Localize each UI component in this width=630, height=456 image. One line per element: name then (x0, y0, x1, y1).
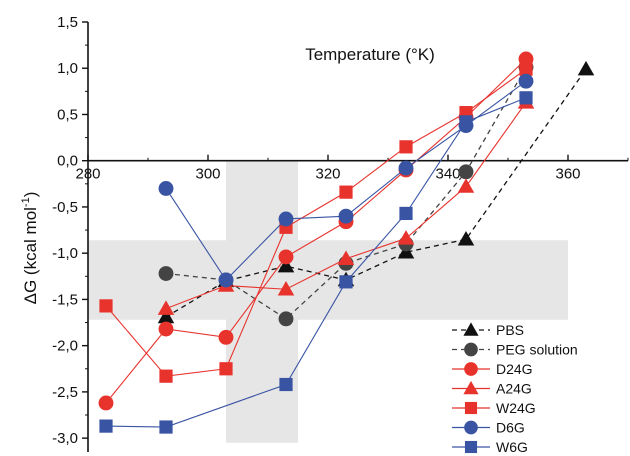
y-axis-title-end: ) (21, 192, 40, 198)
data-point (98, 395, 114, 411)
y-tick-label: -2,0 (52, 338, 78, 355)
series-w6g (99, 91, 533, 434)
y-tick-label: 0,5 (57, 106, 78, 123)
legend-item: D6G (452, 420, 525, 436)
data-point (277, 257, 295, 273)
legend-marker (464, 440, 478, 454)
y-tick-label: 1,5 (57, 14, 78, 31)
series-line (105, 58, 527, 404)
data-point (278, 249, 294, 265)
legend-marker (463, 380, 479, 395)
legend: PBS PEG solution D24G A24G W24G D6G W6G (452, 322, 578, 455)
y-tick-label: -1,5 (52, 291, 78, 308)
legend-label: W6G (496, 439, 528, 455)
legend-label: D24G (496, 361, 533, 377)
y-axis-title-sup: -1 (20, 197, 32, 207)
x-tick-label: 280 (75, 166, 100, 183)
data-point (519, 91, 533, 105)
series-d24g (98, 51, 534, 411)
data-point (399, 206, 413, 221)
legend-marker (464, 420, 478, 435)
data-point (99, 419, 113, 433)
data-point (157, 308, 175, 324)
data-point (459, 115, 473, 129)
x-tick-label: 320 (315, 166, 340, 183)
x-tick-label: 300 (195, 166, 220, 183)
y-tick-label: -3,0 (52, 430, 78, 447)
data-point (337, 250, 355, 265)
data-point (279, 377, 293, 392)
legend-item: PEG solution (452, 342, 578, 358)
legend-label: W24G (496, 400, 536, 416)
y-axis-title-main: ΔG (kcal mol (21, 207, 40, 304)
data-point (339, 275, 353, 289)
legend-label: PEG solution (496, 342, 578, 358)
y-tick-label: -2,5 (52, 384, 78, 401)
data-point (458, 164, 474, 180)
y-tick-label: 1,0 (57, 60, 78, 77)
legend-label: D6G (496, 420, 525, 436)
legend-label: A24G (496, 381, 532, 397)
series-line (105, 68, 527, 377)
axes (87, 22, 628, 452)
data-point (397, 230, 415, 245)
data-point (158, 321, 174, 337)
legend-marker (464, 342, 478, 357)
data-point (577, 60, 595, 76)
shaded-region-1 (226, 160, 298, 443)
data-point (157, 300, 175, 315)
series-w24g (99, 62, 533, 383)
y-tick-label: -0,5 (52, 199, 78, 216)
data-point (339, 185, 353, 199)
legend-marker (463, 322, 479, 336)
data-point (159, 420, 173, 434)
x-axis-title: Temperature (°K) (305, 45, 435, 64)
legend-item: PBS (452, 322, 524, 338)
data-point (159, 369, 173, 383)
y-axis-title: ΔG (kcal mol-1) (20, 192, 40, 305)
data-point (518, 73, 534, 89)
legend-label: PBS (496, 322, 524, 338)
series (98, 51, 595, 434)
legend-marker (464, 401, 478, 415)
x-tick-label: 360 (555, 166, 580, 183)
legend-item: D24G (452, 361, 533, 377)
data-point (398, 160, 414, 176)
ticks: 1,5 1,0 0,5 0,0 -0,5 -1,0 -1,5 -2,0 -2,5 -3,0 280 3… (52, 14, 629, 447)
legend-item: W24G (452, 400, 536, 416)
x-tick-label: 340 (435, 166, 460, 183)
y-tick-label: 0,0 (57, 153, 78, 170)
data-point (338, 208, 354, 224)
data-point (277, 280, 295, 296)
data-point (158, 266, 174, 281)
data-point (218, 329, 234, 345)
legend-item: W6G (452, 439, 528, 455)
data-point (278, 211, 294, 227)
data-point (218, 272, 234, 288)
data-point (519, 62, 533, 76)
data-point (457, 231, 475, 246)
data-point (457, 178, 475, 193)
legend-marker (464, 362, 478, 376)
legend-item: A24G (452, 381, 532, 397)
data-point (99, 299, 113, 313)
y-tick-label: -1,0 (52, 245, 78, 262)
data-point (219, 362, 233, 376)
data-point (278, 311, 294, 327)
data-point (399, 140, 413, 154)
data-point (158, 181, 174, 196)
